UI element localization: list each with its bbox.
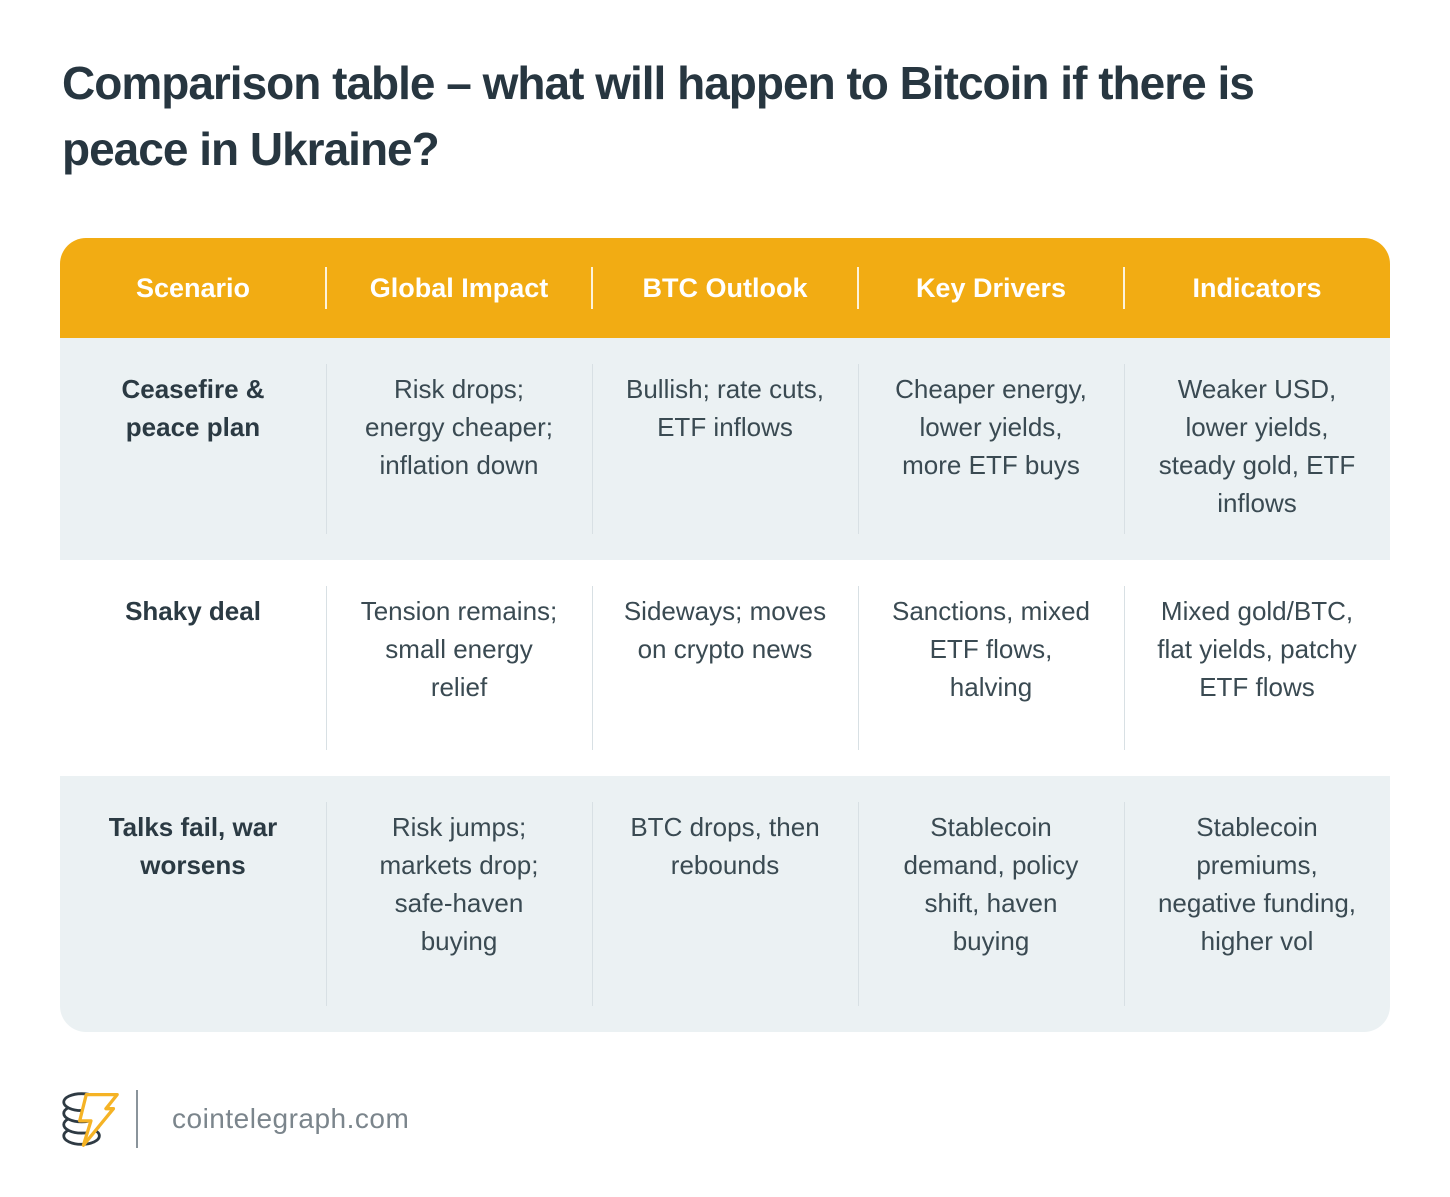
column-header-key-drivers: Key Drivers xyxy=(858,238,1124,338)
cell-indicators: Stablecoin premiums, negative funding, h… xyxy=(1124,776,1390,1032)
cell-scenario: Talks fail, war worsens xyxy=(108,812,278,880)
table-row-talks-fail: Talks fail, war worsens Risk jumps; mark… xyxy=(60,776,1390,1032)
cell-key-drivers: Stablecoin demand, policy shift, haven b… xyxy=(858,776,1124,1032)
cell-global-impact: Tension remains; small energy relief xyxy=(326,560,592,776)
cell-key-drivers: Cheaper energy, lower yields, more ETF b… xyxy=(858,338,1124,560)
cointelegraph-logo xyxy=(62,1092,119,1147)
column-header-global-impact: Global Impact xyxy=(326,238,592,338)
lightning-bolt-icon xyxy=(78,1092,119,1147)
cell-scenario: Ceasefire & peace plan xyxy=(121,374,265,442)
table-header-row: Scenario Global Impact BTC Outlook Key D… xyxy=(60,238,1390,338)
column-header-btc-outlook: BTC Outlook xyxy=(592,238,858,338)
footer-site-text: cointelegraph.com xyxy=(172,1103,410,1134)
column-header-scenario: Scenario xyxy=(135,272,251,303)
table-row-shaky-deal: Shaky deal Tension remains; small energy… xyxy=(60,560,1390,776)
cell-btc-outlook: BTC drops, then rebounds xyxy=(592,776,858,1032)
cell-indicators: Weaker USD, lower yields, steady gold, E… xyxy=(1124,338,1390,560)
cell-indicators: Mixed gold/BTC, flat yields, patchy ETF … xyxy=(1124,560,1390,776)
cell-btc-outlook: Sideways; moves on crypto news xyxy=(592,560,858,776)
cell-btc-outlook: Bullish; rate cuts, ETF inflows xyxy=(592,338,858,560)
table-row-ceasefire: Ceasefire & peace plan Risk drops; energ… xyxy=(60,338,1390,560)
cell-scenario: Shaky deal xyxy=(125,596,261,626)
cell-global-impact: Risk jumps; markets drop; safe-haven buy… xyxy=(326,776,592,1032)
footer: cointelegraph.com xyxy=(60,1086,1450,1152)
column-header-indicators: Indicators xyxy=(1124,238,1390,338)
footer-divider xyxy=(136,1090,138,1148)
page-title: Comparison table – what will happen to B… xyxy=(62,57,1255,175)
cell-global-impact: Risk drops; energy cheaper; inflation do… xyxy=(326,338,592,560)
comparison-table: Scenario Global Impact BTC Outlook Key D… xyxy=(60,238,1390,1032)
cell-key-drivers: Sanctions, mixed ETF flows, halving xyxy=(858,560,1124,776)
